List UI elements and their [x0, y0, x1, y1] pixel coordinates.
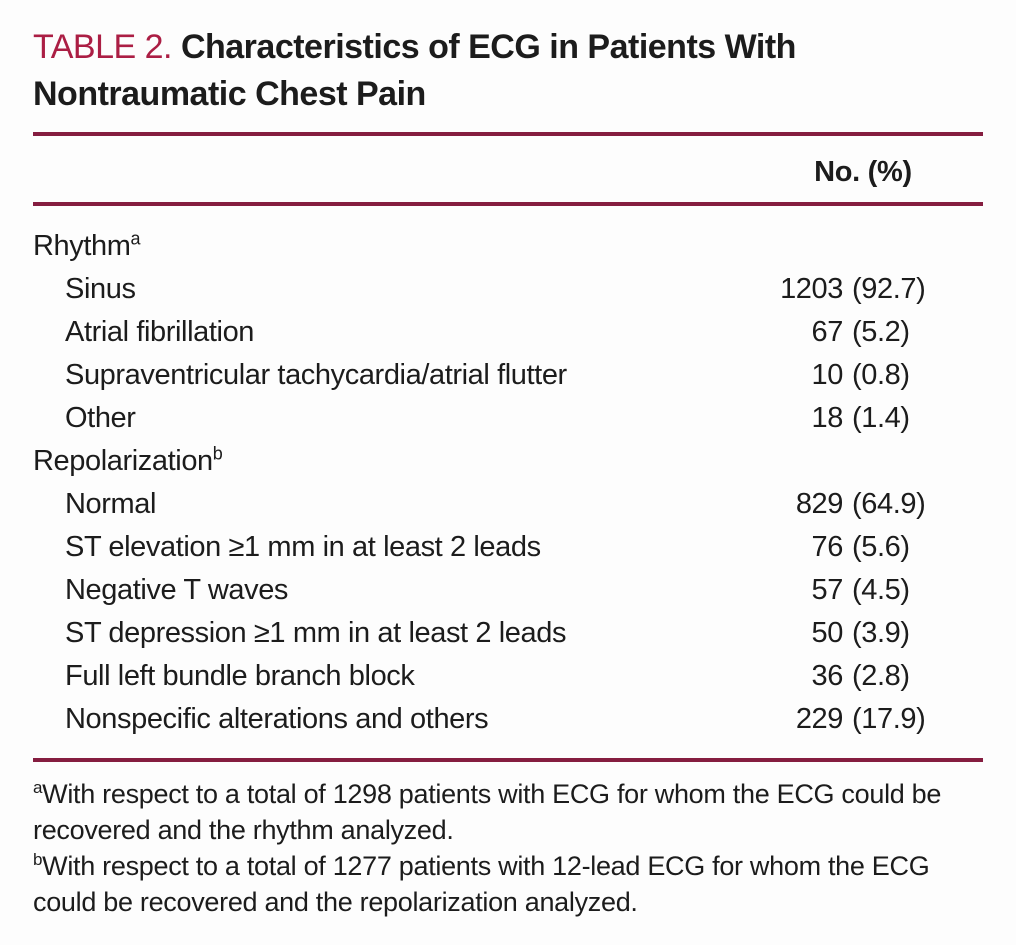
- row-label-text: Nonspecific alterations and others: [65, 703, 489, 735]
- row-value-count: 76: [811, 531, 844, 563]
- row-value: 50 (3.9): [779, 612, 947, 655]
- row-value-percent: (0.8): [852, 359, 910, 391]
- row-label: Sinus: [33, 268, 779, 311]
- row-label-text: ST depression ≥1 mm in at least 2 leads: [65, 617, 567, 649]
- row-label-text: Sinus: [65, 273, 136, 305]
- value-column-header: No. (%): [814, 156, 912, 188]
- footnote: aWith respect to a total of 1298 patient…: [33, 776, 983, 848]
- row-label-text: Repolarization: [33, 445, 213, 477]
- row-label: Rhythma: [33, 225, 779, 268]
- table-row: ST elevation ≥1 mm in at least 2 leads 7…: [33, 526, 983, 569]
- row-value: 76 (5.6): [779, 526, 947, 569]
- row-value: 67 (5.2): [779, 311, 947, 354]
- row-value-count: 67: [811, 316, 844, 348]
- row-label: Supraventricular tachycardia/atrial flut…: [33, 354, 779, 397]
- table-content: TABLE 2. Characteristics of ECG in Patie…: [33, 24, 983, 920]
- row-value-percent: (5.2): [852, 316, 910, 348]
- row-label-text: Rhythm: [33, 230, 131, 262]
- row-value-percent: (5.6): [852, 531, 910, 563]
- row-value-count: 1203: [780, 273, 843, 305]
- footnote-text: With respect to a total of 1298 patients…: [33, 779, 942, 845]
- row-label: Repolarizationb: [33, 440, 779, 483]
- row-value: 229 (17.9): [779, 698, 947, 741]
- row-label: ST depression ≥1 mm in at least 2 leads: [33, 612, 779, 655]
- row-value-percent: (3.9): [852, 617, 910, 649]
- row-value-percent: (2.8): [852, 660, 910, 692]
- row-value: 18 (1.4): [779, 397, 947, 440]
- row-label-text: Negative T waves: [65, 574, 289, 606]
- table-body: Rhythma Sinus 1203 (92.7) Atrial fibrill…: [33, 206, 983, 758]
- row-value-count: 10: [811, 359, 844, 391]
- table-row: Nonspecific alterations and others 229 (…: [33, 698, 983, 741]
- table-number-label: TABLE 2.: [33, 28, 173, 66]
- row-label-text: Normal: [65, 488, 157, 520]
- row-value: 57 (4.5): [779, 569, 947, 612]
- row-label: Full left bundle branch block: [33, 655, 779, 698]
- footnote: bWith respect to a total of 1277 patient…: [33, 848, 983, 920]
- row-value-percent: (64.9): [852, 488, 926, 520]
- row-label: Atrial fibrillation: [33, 311, 779, 354]
- table-row: Negative T waves 57 (4.5): [33, 569, 983, 612]
- table-title: TABLE 2. Characteristics of ECG in Patie…: [33, 24, 838, 118]
- table-row: Rhythma: [33, 225, 983, 268]
- row-label: Negative T waves: [33, 569, 779, 612]
- top-rule: [33, 132, 983, 136]
- table-row: Repolarizationb: [33, 440, 983, 483]
- table-row: Other 18 (1.4): [33, 397, 983, 440]
- row-value-percent: (4.5): [852, 574, 910, 606]
- table-title-text: Characteristics of ECG in Patients With …: [33, 28, 796, 113]
- row-label: ST elevation ≥1 mm in at least 2 leads: [33, 526, 779, 569]
- row-value-count: 18: [811, 402, 844, 434]
- row-value-count: 229: [795, 703, 844, 735]
- table-row: Supraventricular tachycardia/atrial flut…: [33, 354, 983, 397]
- footnote-marker: b: [33, 850, 43, 869]
- table-row: ST depression ≥1 mm in at least 2 leads …: [33, 612, 983, 655]
- row-label: Nonspecific alterations and others: [33, 698, 779, 741]
- row-label: Normal: [33, 483, 779, 526]
- row-label-text: Atrial fibrillation: [65, 316, 255, 348]
- row-label: Other: [33, 397, 779, 440]
- row-value-count: 50: [811, 617, 844, 649]
- row-value-percent: (17.9): [852, 703, 926, 735]
- table-row: Sinus 1203 (92.7): [33, 268, 983, 311]
- bottom-rule: [33, 758, 983, 762]
- row-value: 10 (0.8): [779, 354, 947, 397]
- footnotes: aWith respect to a total of 1298 patient…: [33, 776, 983, 920]
- table-row: Full left bundle branch block 36 (2.8): [33, 655, 983, 698]
- row-value: 1203 (92.7): [779, 268, 947, 311]
- row-value: 829 (64.9): [779, 483, 947, 526]
- row-value-count: 829: [795, 488, 844, 520]
- row-label-text: Supraventricular tachycardia/atrial flut…: [65, 359, 567, 391]
- table-row: Normal 829 (64.9): [33, 483, 983, 526]
- row-value: 36 (2.8): [779, 655, 947, 698]
- footnote-text: With respect to a total of 1277 patients…: [33, 851, 930, 917]
- row-label-text: Full left bundle branch block: [65, 660, 415, 692]
- table-header-row: No. (%): [33, 136, 983, 202]
- row-value-count: 36: [811, 660, 844, 692]
- row-value-percent: (1.4): [852, 402, 910, 434]
- row-label-text: Other: [65, 402, 136, 434]
- row-value-count: 57: [811, 574, 844, 606]
- row-footnote-marker: a: [130, 228, 141, 249]
- table-row: Atrial fibrillation 67 (5.2): [33, 311, 983, 354]
- header-rule: [33, 202, 983, 206]
- row-label-text: ST elevation ≥1 mm in at least 2 leads: [65, 531, 541, 563]
- footnote-marker: a: [33, 778, 43, 797]
- row-value-percent: (92.7): [852, 273, 926, 305]
- row-footnote-marker: b: [212, 443, 223, 464]
